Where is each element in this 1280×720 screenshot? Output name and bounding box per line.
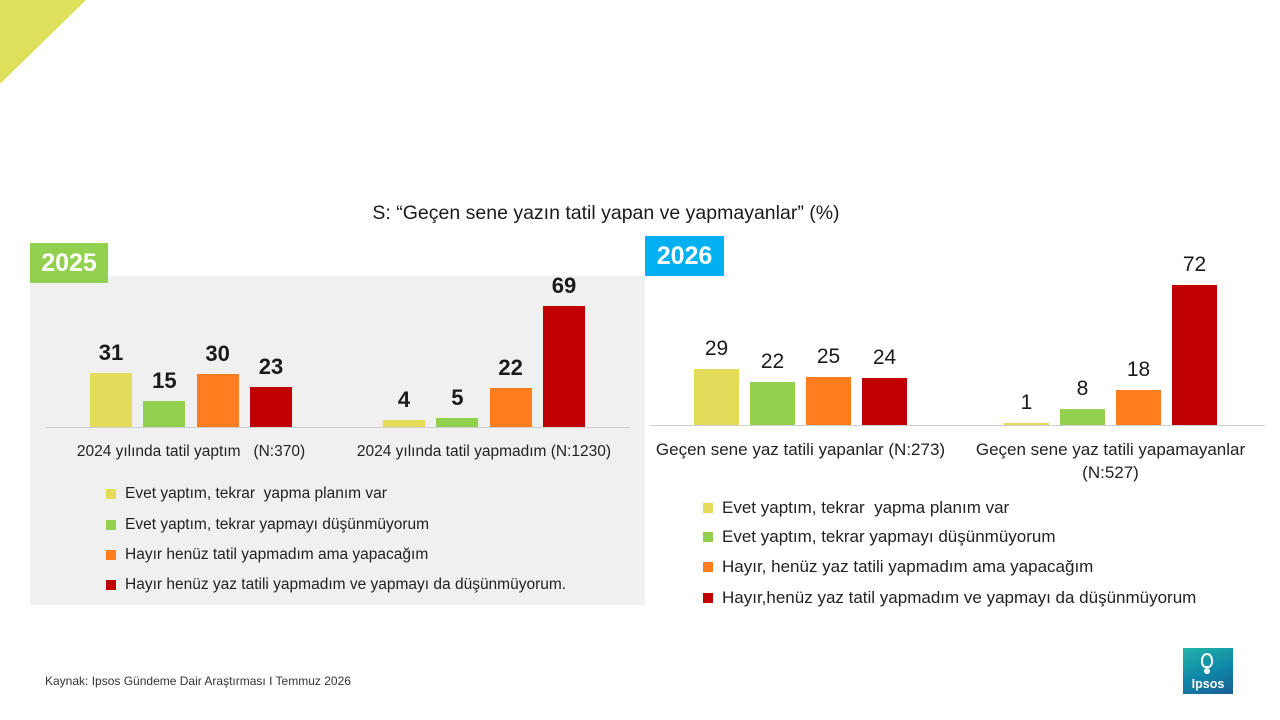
logo-dot-icon (1204, 668, 1210, 674)
legend-label: Hayır, henüz yaz tatili yapmadım ama yap… (722, 557, 1094, 576)
source-note: Kaynak: Ipsos Gündeme Dair Araştırması I… (45, 674, 351, 688)
bar-2026-cat2-series1 (1004, 423, 1049, 425)
x-axis-line (650, 425, 1265, 426)
legend-swatch (703, 503, 713, 513)
bar-2026-cat2-series2 (1060, 409, 1105, 425)
logo-mark-icon (1201, 653, 1213, 668)
category-label: Geçen sene yaz tatili yapanlar (N:273) (655, 440, 946, 459)
category-label: Geçen sene yaz tatili yapamayanlar (N:52… (975, 440, 1250, 482)
value-label: 24 (872, 346, 897, 370)
panel-2025-background (30, 276, 645, 605)
legend-label: Evet yaptım, tekrar yapmayı düşünmüyorum (722, 527, 1056, 546)
legend-label: Evet yaptım, tekrar yapma planım var (722, 498, 1010, 517)
badge-2026: 2026 (645, 236, 724, 276)
value-label: 18 (1126, 358, 1151, 382)
value-label: 25 (816, 344, 841, 368)
ipsos-logo-icon: Ipsos (1183, 648, 1233, 694)
bar-2026-cat2-series3 (1116, 390, 1161, 425)
logo-text: Ipsos (1191, 677, 1225, 691)
value-label: 22 (760, 350, 785, 374)
value-label: 8 (1076, 377, 1089, 401)
bar-2026-cat1-series4 (862, 378, 907, 425)
legend-label: Hayır,henüz yaz tatil yapmadım ve yapmay… (722, 588, 1197, 607)
legend-item: Evet yaptım, tekrar yapma planım var (703, 497, 1009, 519)
legend-swatch (703, 593, 713, 603)
bar-2026-cat2-series4 (1172, 285, 1217, 425)
legend-item: Hayır,henüz yaz tatil yapmadım ve yapmay… (703, 587, 1196, 609)
value-label: 1 (1020, 391, 1033, 415)
legend-swatch (703, 562, 713, 572)
legend-item: Evet yaptım, tekrar yapmayı düşünmüyorum (703, 526, 1056, 548)
badge-2025: 2025 (30, 243, 108, 283)
slide-title: S: “Geçen sene yazın tatil yapan ve yapm… (372, 202, 840, 224)
bar-2026-cat1-series3 (806, 376, 851, 425)
bar-2026-cat1-series1 (694, 368, 739, 425)
value-label: 29 (704, 336, 729, 360)
legend-swatch (703, 532, 713, 542)
corner-accent-triangle (0, 0, 86, 84)
value-label: 72 (1182, 253, 1207, 277)
legend-item: Hayır, henüz yaz tatili yapmadım ama yap… (703, 556, 1093, 578)
bar-2026-cat1-series2 (750, 382, 795, 425)
